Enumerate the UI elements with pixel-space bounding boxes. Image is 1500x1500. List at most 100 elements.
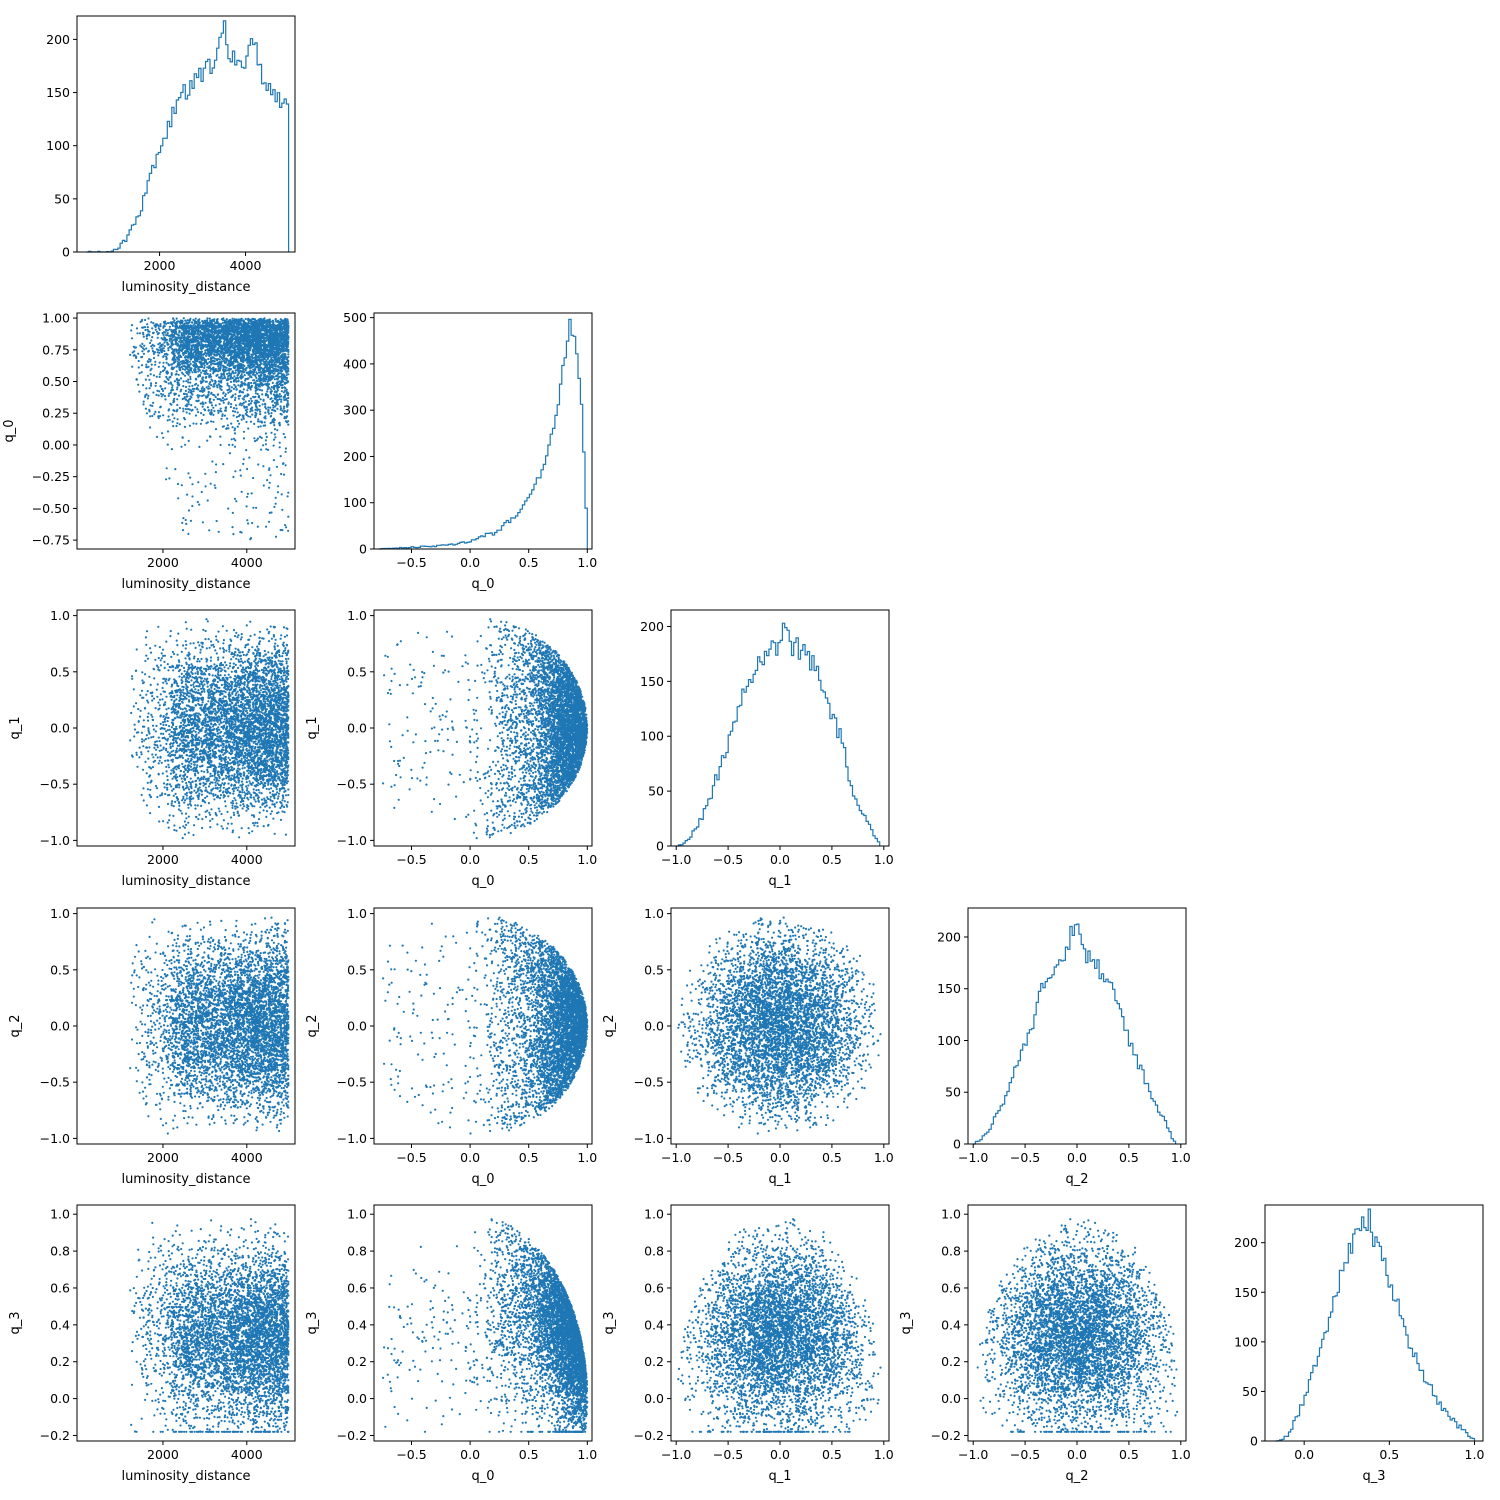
- scatter-point: [171, 384, 174, 387]
- scatter-point: [262, 358, 265, 361]
- scatter-point: [208, 348, 211, 351]
- scatter-point: [273, 438, 276, 441]
- scatter-point: [180, 445, 183, 448]
- scatter-point: [183, 364, 186, 368]
- scatter-point: [286, 495, 289, 498]
- scatter-point: [204, 485, 207, 488]
- scatter-point: [283, 336, 286, 339]
- scatter-point: [242, 322, 245, 326]
- scatter-point: [251, 344, 254, 347]
- scatter-point: [225, 398, 228, 401]
- scatter-point: [147, 317, 150, 320]
- scatter-point: [151, 343, 154, 346]
- scatter-point: [249, 538, 252, 541]
- scatter-point: [177, 334, 180, 337]
- scatter-point: [280, 326, 283, 329]
- scatter-point: [213, 370, 216, 373]
- scatter-point: [233, 320, 236, 323]
- scatter-point: [237, 384, 240, 387]
- scatter-point: [225, 427, 228, 430]
- scatter-point: [155, 348, 159, 351]
- scatter-point: [226, 424, 229, 427]
- x-tick-label: −0.5: [396, 555, 426, 570]
- scatter-point: [192, 422, 195, 425]
- scatter-point: [258, 318, 261, 321]
- scatter-point: [156, 389, 159, 392]
- scatter-point: [152, 352, 155, 355]
- scatter-point: [162, 326, 165, 329]
- scatter-point: [158, 415, 162, 418]
- scatter-point: [197, 355, 200, 358]
- scatter-point: [142, 403, 145, 406]
- scatter-point: [217, 365, 220, 368]
- y-tick-label: 50: [1242, 1384, 1258, 1399]
- scatter-panel-luminosity_distance-vs-q_0: 2000 4000−0.75−0.50−0.250.000.250.500.751…: [2, 311, 296, 592]
- scatter-point: [158, 342, 161, 345]
- scatter-point: [278, 421, 281, 424]
- scatter-point: [215, 519, 218, 523]
- histogram-steps-q_1: [676, 622, 881, 847]
- scatter-point: [255, 376, 258, 379]
- scatter-point: [226, 384, 229, 387]
- scatter-point: [285, 397, 288, 400]
- scatter-point: [182, 407, 185, 410]
- scatter-point: [284, 447, 287, 450]
- scatter-point: [234, 393, 237, 396]
- scatter-point: [190, 321, 194, 324]
- scatter-point: [141, 318, 144, 321]
- scatter-point: [234, 338, 237, 341]
- scatter-point: [251, 336, 254, 339]
- scatter-point: [254, 374, 257, 378]
- scatter-point: [154, 360, 157, 363]
- scatter-point: [257, 371, 261, 374]
- scatter-point: [170, 382, 173, 385]
- scatter-point: [202, 328, 205, 331]
- scatter-point: [244, 358, 247, 361]
- scatter-point: [214, 471, 217, 474]
- scatter-point: [194, 414, 198, 417]
- scatter-point: [261, 328, 264, 331]
- scatter-point: [200, 328, 203, 331]
- scatter-point: [280, 377, 283, 380]
- scatter-point: [240, 373, 243, 376]
- scatter-point: [226, 417, 229, 420]
- scatter-point: [265, 323, 268, 326]
- scatter-point: [229, 405, 232, 409]
- scatter-point: [181, 521, 184, 525]
- scatter-point: [210, 334, 213, 337]
- scatter-point: [273, 401, 276, 404]
- scatter-point: [149, 415, 152, 418]
- scatter-point: [281, 386, 284, 389]
- scatter-point: [256, 525, 259, 528]
- scatter-point: [251, 324, 254, 327]
- scatter-point: [243, 371, 246, 374]
- scatter-point: [182, 373, 185, 376]
- scatter-point: [195, 422, 198, 425]
- scatter-point: [163, 395, 166, 398]
- scatter-point: [159, 406, 162, 409]
- scatter-point: [274, 318, 277, 321]
- scatter-point: [216, 386, 219, 389]
- scatter-point: [255, 439, 258, 442]
- scatter-point: [236, 425, 239, 428]
- scatter-point: [274, 405, 277, 408]
- scatter-point: [183, 374, 187, 377]
- scatter-point: [218, 403, 221, 406]
- scatter-point: [242, 458, 245, 461]
- scatter-point: [198, 394, 201, 397]
- scatter-point: [167, 363, 170, 366]
- scatter-point: [183, 345, 186, 348]
- scatter-point: [286, 399, 289, 403]
- scatter-point: [284, 436, 287, 439]
- scatter-point: [178, 423, 181, 426]
- scatter-point: [195, 362, 198, 366]
- scatter-point: [192, 324, 195, 327]
- scatter-point: [206, 366, 209, 369]
- scatter-point: [234, 410, 237, 413]
- scatter-point: [268, 318, 271, 321]
- scatter-point: [272, 406, 275, 409]
- scatter-point: [138, 332, 142, 335]
- scatter-point: [185, 411, 188, 414]
- scatter-point: [211, 362, 214, 365]
- scatter-point: [170, 366, 174, 369]
